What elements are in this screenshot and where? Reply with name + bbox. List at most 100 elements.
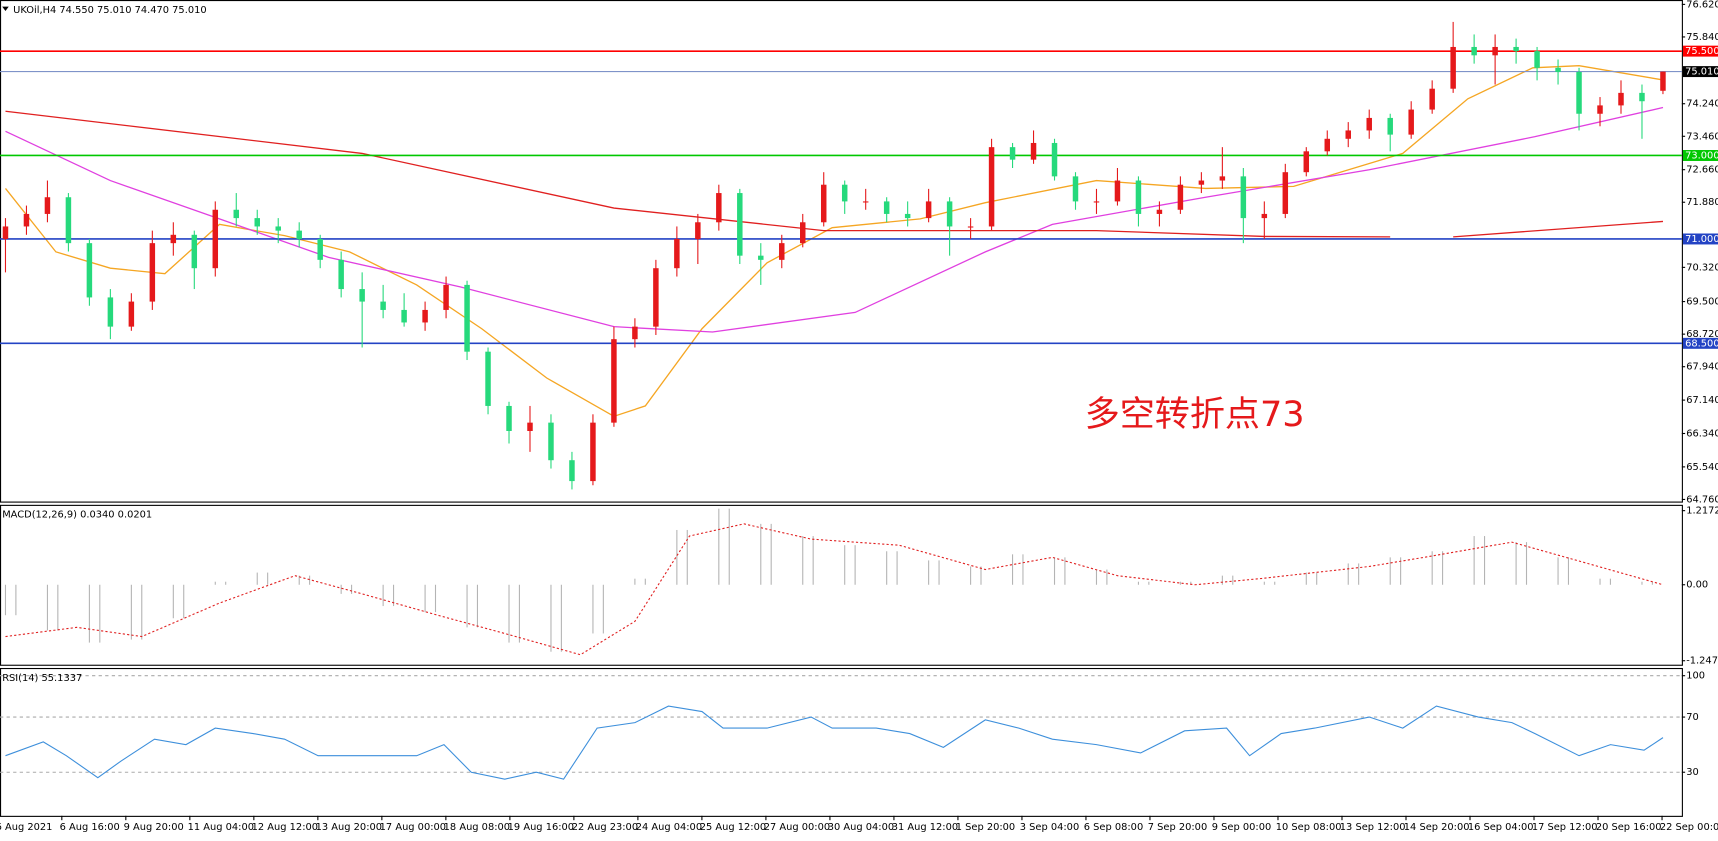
candle-body (1030, 142, 1037, 160)
moving-average (5, 106, 1664, 333)
candle-body (1534, 51, 1540, 68)
level-label-box (1682, 66, 1718, 78)
candle-body (212, 209, 219, 269)
level-label-box (1682, 337, 1718, 349)
y-tick-label: 76.620 (1686, 0, 1718, 10)
candle-body (2, 226, 9, 239)
x-tick-label: 3 Sep 04:00 (1020, 822, 1079, 833)
candle-body (569, 460, 575, 482)
candle-body (1492, 46, 1498, 56)
candle-body (883, 201, 890, 214)
candle-body (758, 255, 764, 260)
level-label: 75.010 (1685, 67, 1718, 78)
y-tick-label: 68.720 (1686, 329, 1718, 340)
candle-body (1639, 92, 1645, 102)
candle-body (988, 147, 995, 227)
signal-line (5, 523, 1664, 656)
x-tick-label: 6 Aug 16:00 (60, 822, 120, 833)
candle-body (1555, 67, 1561, 73)
level-label: 73.000 (1685, 150, 1718, 161)
candle-body (107, 297, 114, 327)
candle-body (695, 222, 701, 239)
y-tick-label: 66.340 (1686, 428, 1718, 439)
menu-arrow (2, 6, 9, 11)
candle-body (548, 422, 554, 461)
candle-body (296, 230, 302, 239)
candle-body (1345, 130, 1351, 139)
candle-body (359, 289, 365, 302)
x-tick-label: 22 Sep 00:00 (1660, 822, 1718, 833)
candle-body (317, 238, 323, 260)
candle-body (1660, 71, 1666, 91)
panel-title: RSI(14) 55.1337 (2, 673, 82, 684)
candle-body (1597, 105, 1603, 114)
level-label: 71.000 (1685, 234, 1718, 245)
candle-body (1429, 88, 1435, 110)
level-label-box (1682, 233, 1718, 245)
candle-body (1303, 151, 1310, 173)
y-tick-label: 71.880 (1686, 197, 1718, 208)
candle-body (65, 197, 72, 244)
candle-body (1471, 46, 1477, 56)
candle-body (967, 226, 974, 228)
y-tick-label: 64.760 (1686, 494, 1718, 505)
y-tick-label: 73.460 (1686, 131, 1718, 142)
x-tick-label: 17 Sep 12:00 (1532, 822, 1598, 833)
candle-body (1324, 138, 1331, 152)
candle-body (653, 268, 659, 327)
y-tick-label: 72.660 (1686, 165, 1718, 176)
candle-body (590, 422, 596, 482)
x-tick-label: 22 Aug 23:00 (572, 822, 638, 833)
y-tick-label: 69.500 (1686, 297, 1718, 308)
candle-body (925, 201, 932, 219)
y-tick-label: 65.540 (1686, 462, 1718, 473)
x-tick-label: 18 Aug 08:00 (444, 822, 510, 833)
x-tick-label: 9 Sep 00:00 (1212, 822, 1271, 833)
candle-body (1135, 180, 1142, 214)
candle-body (338, 259, 344, 290)
y-tick-label: 67.940 (1686, 362, 1718, 373)
candle-body (86, 243, 93, 298)
x-tick-label: 17 Aug 00:00 (380, 822, 446, 833)
y-tick-label: 70.320 (1686, 262, 1718, 273)
level-label-box (1682, 150, 1718, 161)
rsi-line (5, 705, 1664, 780)
moving-average (5, 110, 1664, 238)
x-tick-label: 27 Aug 00:00 (764, 822, 830, 833)
candle-body (632, 326, 638, 340)
x-tick-label: 24 Aug 04:00 (636, 822, 702, 833)
candle-body (149, 243, 156, 302)
candle-body (191, 234, 198, 269)
candle-body (1114, 180, 1121, 202)
candle-body (1408, 109, 1414, 135)
x-tick-label: 19 Aug 16:00 (508, 822, 574, 833)
y-tick-label: 1.2172 (1686, 506, 1718, 517)
x-tick-label: 25 Aug 12:00 (700, 822, 766, 833)
x-tick-label: 12 Aug 12:00 (252, 822, 318, 833)
candle-body (1261, 213, 1268, 219)
x-tick-label: 30 Aug 04:00 (828, 822, 894, 833)
annotation: 多空转折点73 (1085, 394, 1305, 435)
x-tick-label: 14 Sep 20:00 (1404, 822, 1470, 833)
candle-body (401, 309, 407, 323)
candle-body (716, 193, 722, 223)
candle-body (1366, 117, 1372, 131)
moving-average (4, 65, 1664, 418)
candle-body (1177, 184, 1184, 210)
y-tick-label: 74.240 (1686, 99, 1718, 110)
x-tick-label: 13 Aug 20:00 (316, 822, 382, 833)
level-label-box (1682, 45, 1718, 57)
y-tick-label: 67.140 (1686, 395, 1718, 406)
candle-body (128, 301, 135, 327)
x-tick-label: 6 Sep 08:00 (1084, 822, 1143, 833)
candle-body (1282, 172, 1289, 214)
candle-body (904, 213, 911, 219)
x-tick-label: 20 Sep 16:00 (1596, 822, 1662, 833)
candle-body (611, 339, 617, 423)
main-panel-frame (0, 0, 1683, 503)
x-tick-label: 1 Sep 20:00 (956, 822, 1015, 833)
x-tick-label: 6 Aug 2021 (0, 822, 52, 833)
x-tick-label: 13 Sep 12:00 (1340, 822, 1406, 833)
candle-body (23, 213, 30, 227)
y-tick-label: 0.00 (1686, 580, 1708, 591)
